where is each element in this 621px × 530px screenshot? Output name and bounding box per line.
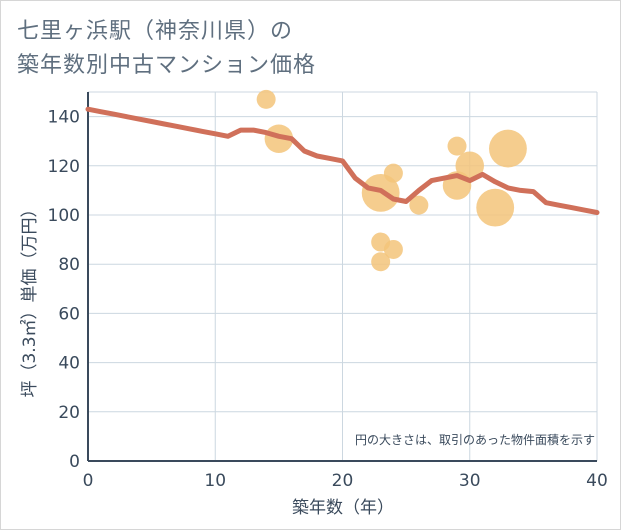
- axes: [87, 92, 597, 462]
- y-tick-label-100: 100: [48, 206, 80, 226]
- data-bubble-4: [371, 252, 391, 272]
- x-axis-label: 築年数（年）: [292, 498, 394, 518]
- data-bubble-8: [447, 136, 467, 156]
- y-tick-label-0: 0: [69, 452, 80, 472]
- data-bubble-12: [489, 129, 527, 168]
- x-tick-label-0: 0: [83, 471, 94, 491]
- y-tick-label-80: 80: [58, 255, 80, 275]
- average-price-trend-line: [85, 106, 600, 215]
- y-tick-label-120: 120: [48, 157, 80, 177]
- y-tick-label-40: 40: [58, 354, 80, 374]
- data-bubble-5: [383, 163, 403, 183]
- tick-labels: 0 20 40 60 80 100 120 140 0 10 20 30 40: [48, 108, 608, 491]
- data-bubble-6: [383, 239, 403, 259]
- data-bubble-7: [409, 195, 429, 215]
- x-tick-label-30: 30: [459, 471, 481, 491]
- data-bubble-11: [476, 188, 515, 227]
- chart-title-line-1: 七里ヶ浜駅（神奈川県）の: [17, 19, 294, 44]
- bubble-size-note: 円の大きさは、取引のあった物件面積を示す: [355, 432, 595, 447]
- data-bubble-10: [455, 151, 485, 181]
- chart-title-line-2: 築年数別中古マンション価格: [17, 53, 317, 78]
- y-axis-label: 坪（3.3㎡）単価（万円）: [20, 200, 40, 397]
- trend-layer: [85, 106, 600, 215]
- chart-title: 七里ヶ浜駅（神奈川県）の 築年数別中古マンション価格: [17, 15, 437, 83]
- data-bubble-0: [256, 89, 276, 109]
- y-tick-label-60: 60: [58, 304, 80, 324]
- x-tick-label-20: 20: [332, 471, 354, 491]
- y-tick-label-20: 20: [58, 403, 80, 423]
- x-tick-label-40: 40: [586, 471, 608, 491]
- x-tick-label-10: 10: [204, 471, 226, 491]
- grid-lines: [88, 91, 598, 461]
- y-tick-label-140: 140: [48, 108, 80, 128]
